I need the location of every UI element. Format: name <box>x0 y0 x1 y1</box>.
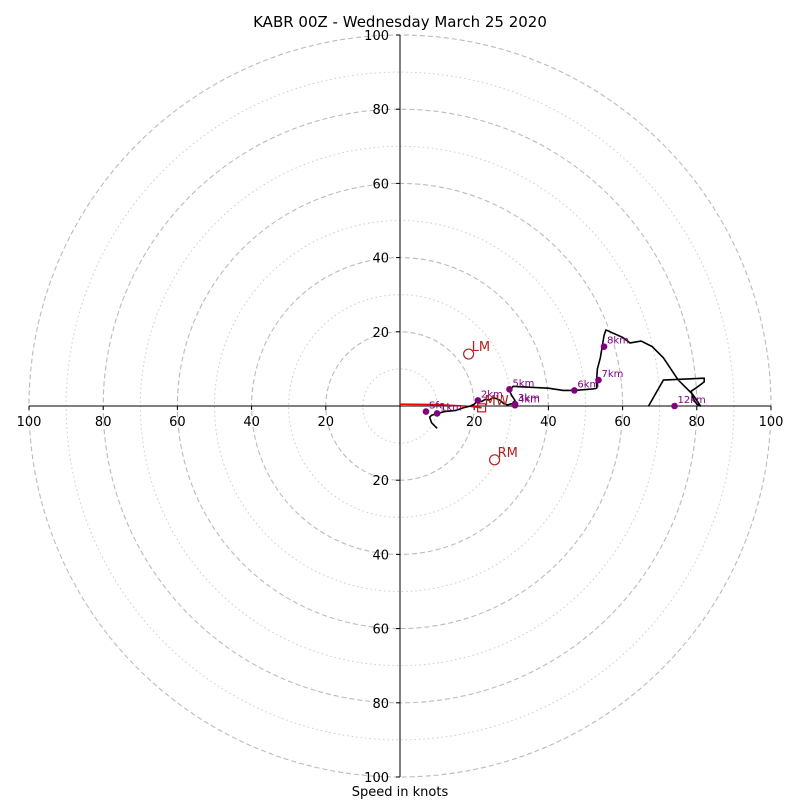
y-tick-label: 100 <box>364 771 389 786</box>
y-tick-label: 40 <box>372 548 389 563</box>
y-tick-label: 80 <box>372 103 389 118</box>
tick-labels: 100 80 60 40 20 20 40 60 80 100 100 80 60 40 20 20 40 60 8… <box>17 29 784 786</box>
mean-wind-marker <box>477 403 487 413</box>
storm-motion-marker <box>463 348 475 360</box>
storm-motion-label: RM <box>498 446 518 461</box>
x-tick-label: 40 <box>243 415 260 430</box>
x-tick-label: 20 <box>318 415 335 430</box>
height-label: 5km <box>512 378 534 389</box>
y-tick-label: 60 <box>372 623 389 638</box>
x-tick-label: 80 <box>689 415 706 430</box>
height-point <box>671 402 678 410</box>
y-tick-label: 40 <box>372 252 389 267</box>
storm-motion-marker <box>489 454 501 466</box>
y-tick-label: 20 <box>372 326 389 341</box>
height-label: 7km <box>601 369 623 380</box>
x-axis-label: Speed in knots <box>352 785 449 800</box>
x-tick-label: 80 <box>95 415 112 430</box>
height-point <box>595 376 602 384</box>
height-label: 8km <box>607 336 629 347</box>
height-label: Sfc <box>429 401 444 412</box>
storm-motion-label: MW <box>485 394 509 409</box>
mean-wind-line <box>399 403 482 409</box>
axes <box>29 35 771 777</box>
x-tick-label: 60 <box>169 415 186 430</box>
y-tick-label: 60 <box>372 177 389 192</box>
height-label: 2km <box>481 389 503 400</box>
height-point <box>422 408 430 415</box>
height-point <box>474 397 482 404</box>
height-label: 12km <box>678 395 706 406</box>
height-label: 4km <box>518 394 540 405</box>
height-label: 3km <box>518 393 540 404</box>
height-point <box>433 410 441 417</box>
height-label: 6km <box>577 379 599 390</box>
x-tick-label: 40 <box>540 415 557 430</box>
x-tick-label: 60 <box>614 415 631 430</box>
y-tick-label: 100 <box>364 29 389 44</box>
height-point <box>600 343 608 350</box>
y-tick-label: 20 <box>372 474 389 489</box>
x-tick-label: 100 <box>759 415 784 430</box>
height-point <box>571 387 578 394</box>
height-label: 1km <box>440 402 462 413</box>
height-point <box>506 386 513 393</box>
x-tick-label: 100 <box>17 415 42 430</box>
storm-motion-label: LM <box>472 340 490 355</box>
chart-title: KABR 00Z - Wednesday March 25 2020 <box>253 13 547 31</box>
x-tick-label: 20 <box>466 415 483 430</box>
y-tick-label: 80 <box>372 697 389 712</box>
height-point <box>511 401 519 409</box>
